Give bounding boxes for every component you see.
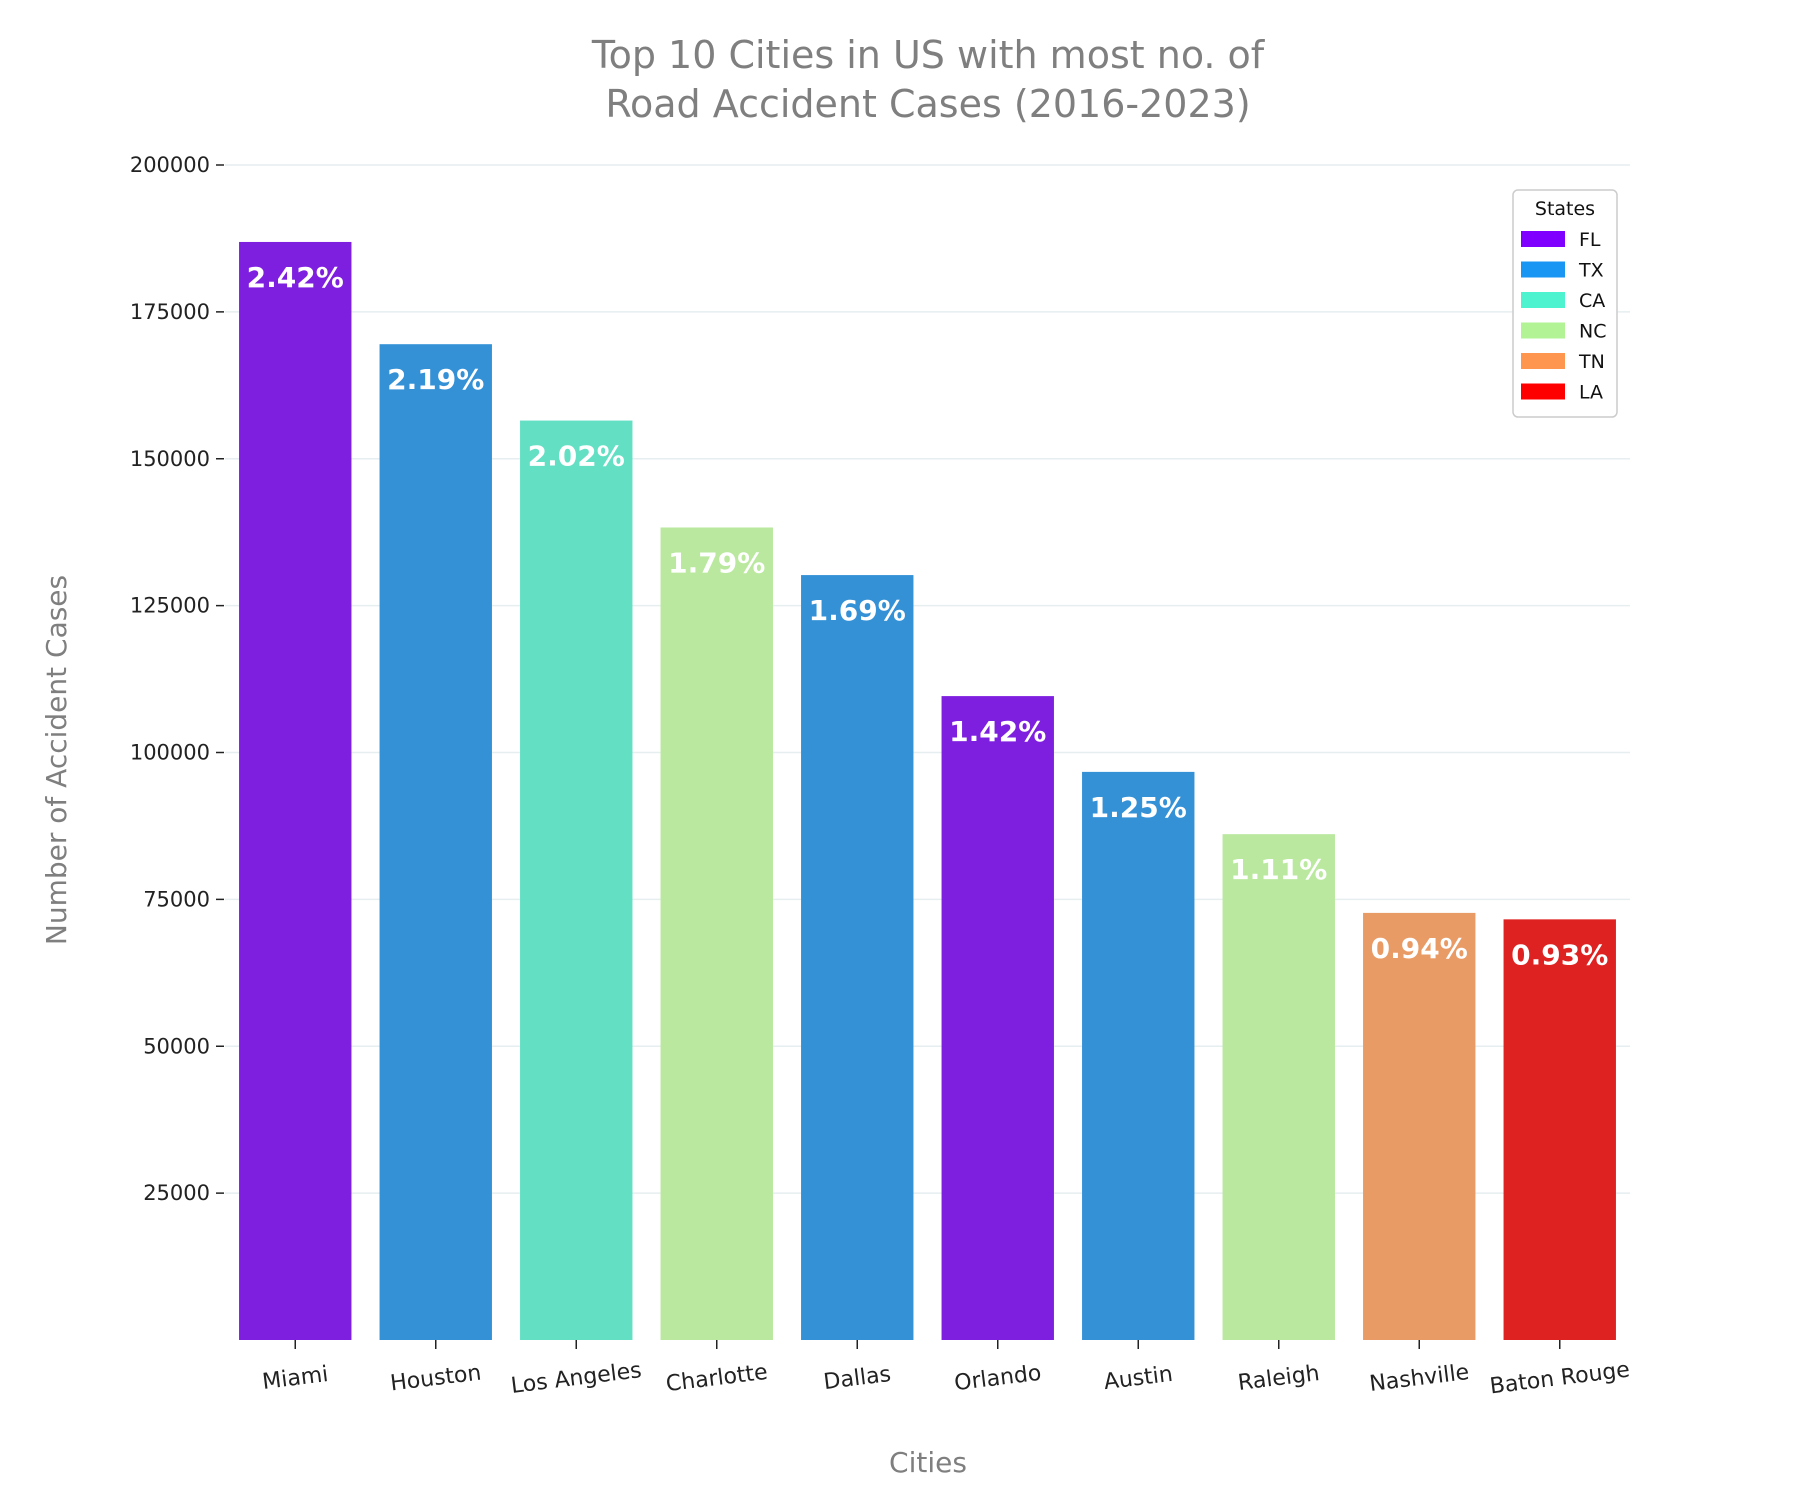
legend-label-tx: TX <box>1578 260 1604 282</box>
chart-title-line-1: Top 10 Cities in US with most no. of <box>591 33 1266 77</box>
y-axis: 25000 50000 75000 100000 125000 150000 175000 2… <box>130 153 224 1205</box>
bar-charlotte <box>660 527 773 1340</box>
bar-value-label: 0.93% <box>1511 938 1608 971</box>
bar-austin <box>1082 771 1195 1340</box>
y-tick-label: 175000 <box>130 300 210 324</box>
bar-value-label: 1.79% <box>668 546 765 579</box>
bar-miami <box>239 241 352 1340</box>
x-tick-label: Los Angeles <box>510 1358 643 1399</box>
bar-value-label: 1.11% <box>1230 853 1327 886</box>
y-tick-label: 150000 <box>130 447 210 471</box>
legend-swatch-ca <box>1521 292 1565 308</box>
legend-label-fl: FL <box>1579 229 1601 251</box>
legend-swatch-tn <box>1521 353 1565 369</box>
legend-label-tn: TN <box>1578 351 1605 373</box>
bar-value-label: 1.25% <box>1090 791 1187 824</box>
legend-title: States <box>1535 198 1595 220</box>
bar-orlando <box>941 696 1054 1340</box>
y-tick-label: 25000 <box>143 1181 210 1205</box>
legend-swatch-nc <box>1521 322 1565 339</box>
bar-baton-rouge <box>1503 919 1616 1340</box>
y-tick-label: 50000 <box>143 1034 210 1058</box>
legend-label-la: LA <box>1579 382 1603 404</box>
x-tick-label: Austin <box>1102 1362 1174 1395</box>
legend-swatch-la <box>1521 383 1565 400</box>
legend-label-ca: CA <box>1579 290 1605 312</box>
legend-swatch-fl <box>1521 231 1565 247</box>
legend-swatch-tx <box>1521 261 1565 278</box>
x-axis-label: Cities <box>889 1446 967 1479</box>
y-tick-label: 75000 <box>143 887 210 911</box>
y-tick-label: 125000 <box>130 594 210 618</box>
x-tick-label: Houston <box>389 1361 483 1397</box>
chart-title-line-2: Road Accident Cases (2016-2023) <box>605 82 1250 126</box>
x-axis: Miami Houston Los Angeles Charlotte Dallas Or… <box>261 1340 1631 1399</box>
legend-label-nc: NC <box>1579 321 1606 343</box>
bar-value-label: 2.02% <box>528 440 625 473</box>
bar-houston <box>379 344 492 1340</box>
x-tick-label: Miami <box>261 1362 330 1395</box>
x-tick-label: Nashville <box>1368 1360 1471 1397</box>
bar-value-label: 2.19% <box>387 363 484 396</box>
y-axis-label: Number of Accident Cases <box>40 575 73 945</box>
y-tick-label: 100000 <box>130 741 210 765</box>
x-tick-label: Dallas <box>822 1362 892 1395</box>
x-tick-label: Baton Rouge <box>1488 1358 1631 1400</box>
bar-los-angeles <box>520 420 633 1340</box>
bar-value-label: 1.42% <box>949 715 1046 748</box>
bar-labels: 2.42% 2.19% 2.02% 1.79% 1.69% 1.42% 1.25% 1.11%… <box>247 261 1609 971</box>
legend: States FL TX CA NC TN LA <box>1512 189 1618 418</box>
chart-title: Top 10 Cities in US with most no. of Roa… <box>591 33 1266 126</box>
bar-value-label: 0.94% <box>1371 932 1468 965</box>
x-tick-label: Orlando <box>953 1361 1043 1396</box>
x-tick-label: Charlotte <box>665 1360 769 1397</box>
bar-nashville <box>1363 912 1476 1340</box>
bar-dallas <box>801 575 914 1340</box>
bar-value-label: 1.69% <box>809 594 906 627</box>
bar-value-label: 2.42% <box>247 261 344 294</box>
bar-raleigh <box>1222 834 1335 1340</box>
y-tick-label: 200000 <box>130 153 210 177</box>
x-tick-label: Raleigh <box>1237 1361 1321 1396</box>
bars <box>239 241 1616 1340</box>
